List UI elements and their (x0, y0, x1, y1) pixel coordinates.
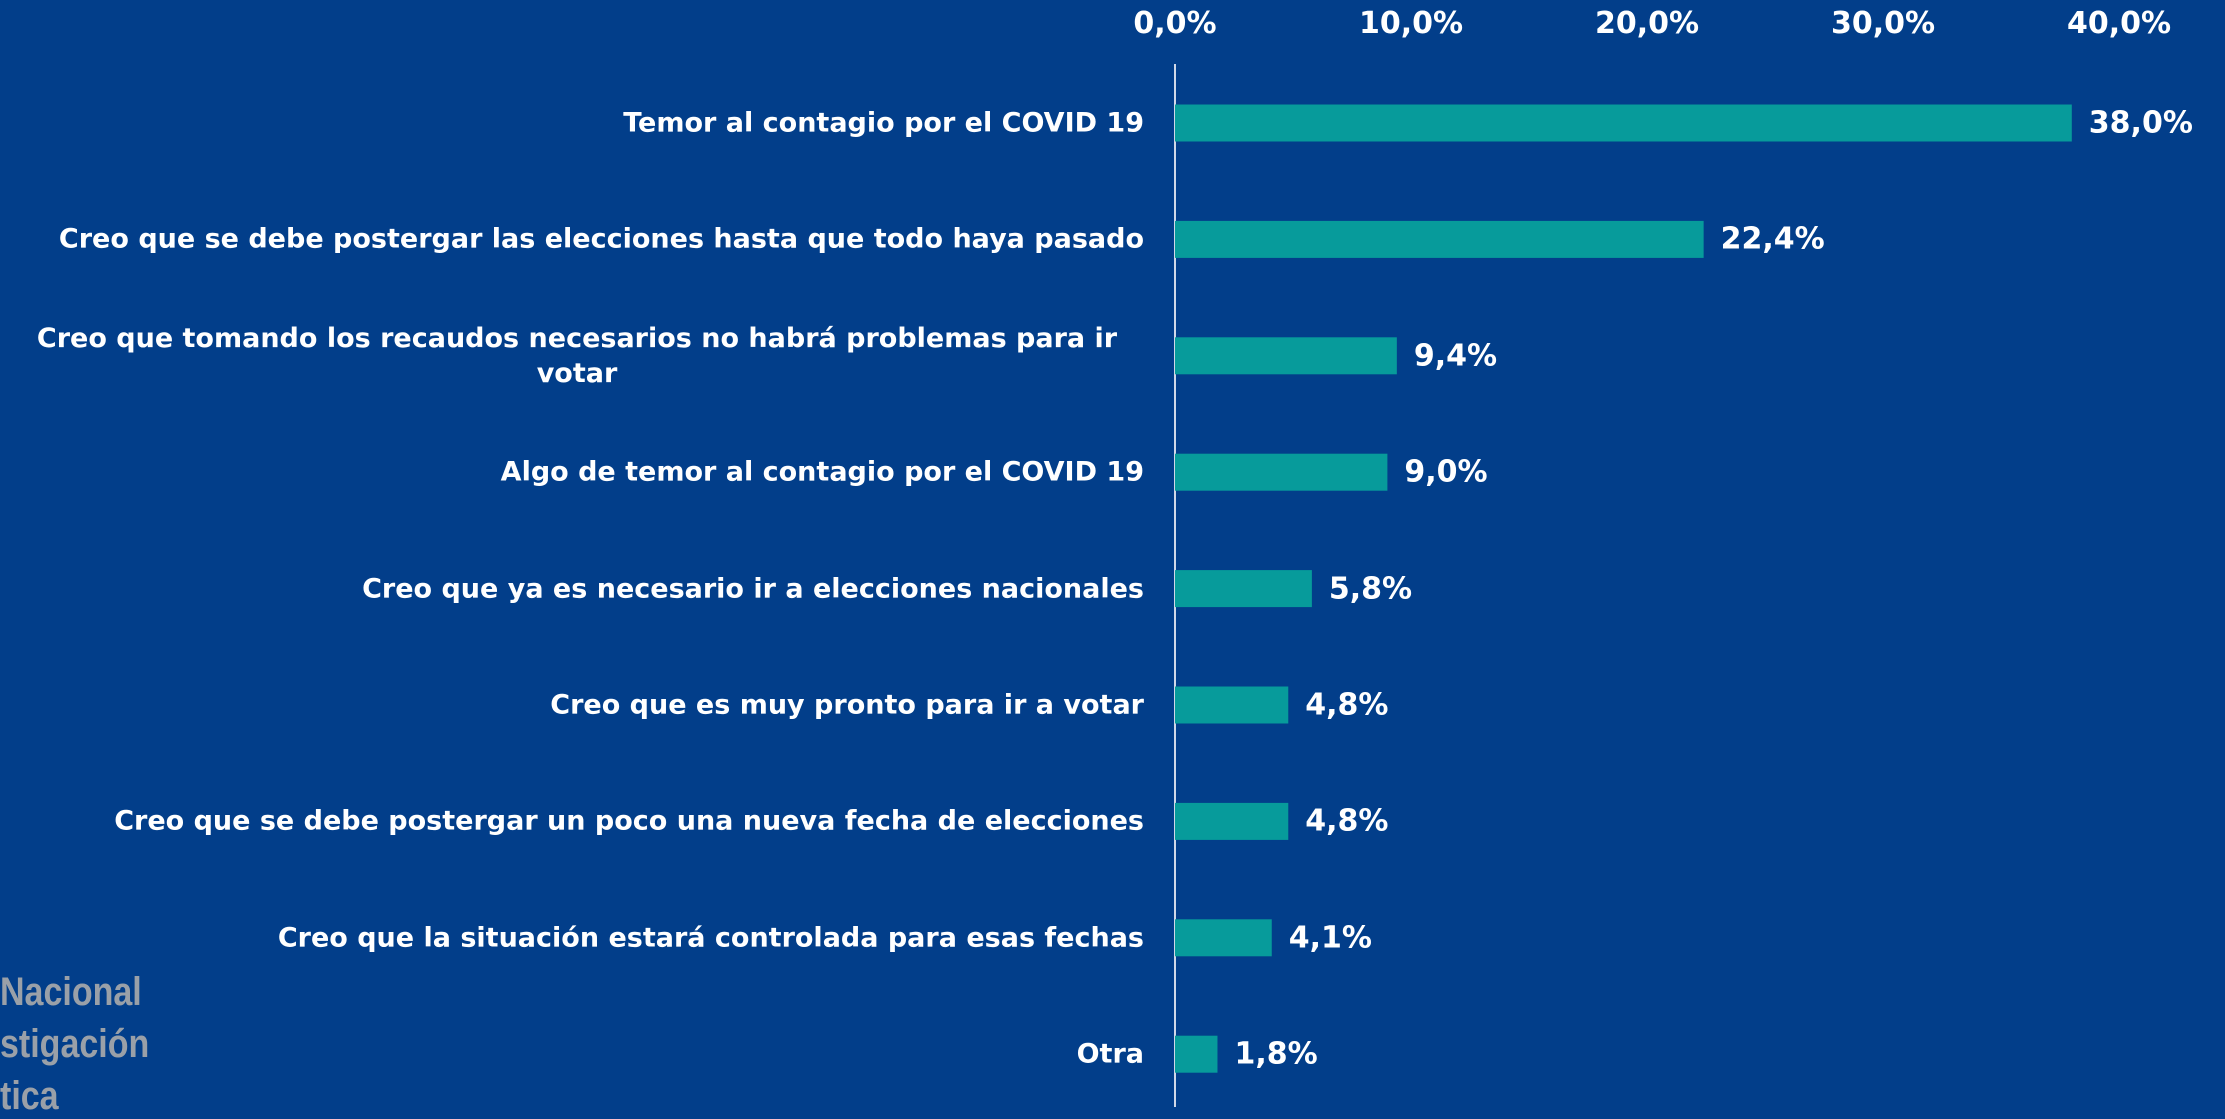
x-tick-label: 30,0% (1830, 6, 1936, 41)
category-label: Creo que ya es necesario ir a elecciones… (10, 571, 1144, 606)
value-label: 4,8% (1305, 803, 1389, 839)
category-label-text: Creo que se debe postergar un poco una n… (114, 805, 1144, 837)
category-label-text: Algo de temor al contagio por el COVID 1… (500, 456, 1144, 488)
x-tick-label: 10,0% (1358, 6, 1464, 41)
category-label: Algo de temor al contagio por el COVID 1… (10, 455, 1144, 490)
x-tick-label: 20,0% (1594, 6, 1700, 41)
watermark: stigación (0, 1022, 150, 1066)
category-label: Creo que la situación estará controlada … (10, 920, 1144, 955)
category-label: Creo que se debe postergar un poco una n… (10, 804, 1144, 839)
value-label: 22,4% (1720, 221, 1825, 257)
value-label: 4,8% (1305, 687, 1389, 723)
category-label-text: Creo que se debe postergar las eleccione… (58, 223, 1144, 255)
value-label: 9,4% (1413, 338, 1498, 374)
category-label: Otra (10, 1037, 1144, 1072)
category-label-text: Temor al contagio por el COVID 19 (623, 107, 1144, 139)
bar (1175, 220, 1704, 258)
bar (1175, 570, 1312, 608)
value-label: 9,0% (1404, 454, 1488, 490)
category-label: Creo que es muy pronto para ir a votar (10, 687, 1144, 722)
category-label-text: Creo que tomando los recaudos necesarios… (36, 322, 1118, 389)
value-label: 4,1% (1288, 920, 1372, 956)
category-label: Temor al contagio por el COVID 19 (10, 105, 1144, 140)
category-label: Creo que tomando los recaudos necesarios… (10, 321, 1144, 391)
bar (1175, 919, 1272, 957)
watermark: Nacional (0, 970, 142, 1014)
category-label-text: Creo que la situación estará controlada … (277, 922, 1144, 954)
bar (1175, 337, 1397, 375)
x-tick-label: 0,0% (1133, 6, 1217, 41)
category-label-text: Creo que ya es necesario ir a elecciones… (362, 573, 1144, 605)
value-label: 5,8% (1328, 571, 1413, 607)
bar (1175, 453, 1388, 491)
value-label: 1,8% (1234, 1036, 1318, 1072)
bar (1175, 802, 1289, 840)
watermark: tica (0, 1074, 59, 1118)
value-label: 38,0% (2088, 105, 2193, 141)
bar (1175, 1035, 1218, 1073)
category-label-text: Creo que es muy pronto para ir a votar (550, 689, 1144, 721)
bar (1175, 686, 1289, 724)
x-tick-label: 40,0% (2066, 6, 2172, 41)
bar (1175, 104, 2072, 142)
category-label: Creo que se debe postergar las eleccione… (10, 222, 1144, 257)
category-label-text: Otra (1076, 1038, 1144, 1070)
